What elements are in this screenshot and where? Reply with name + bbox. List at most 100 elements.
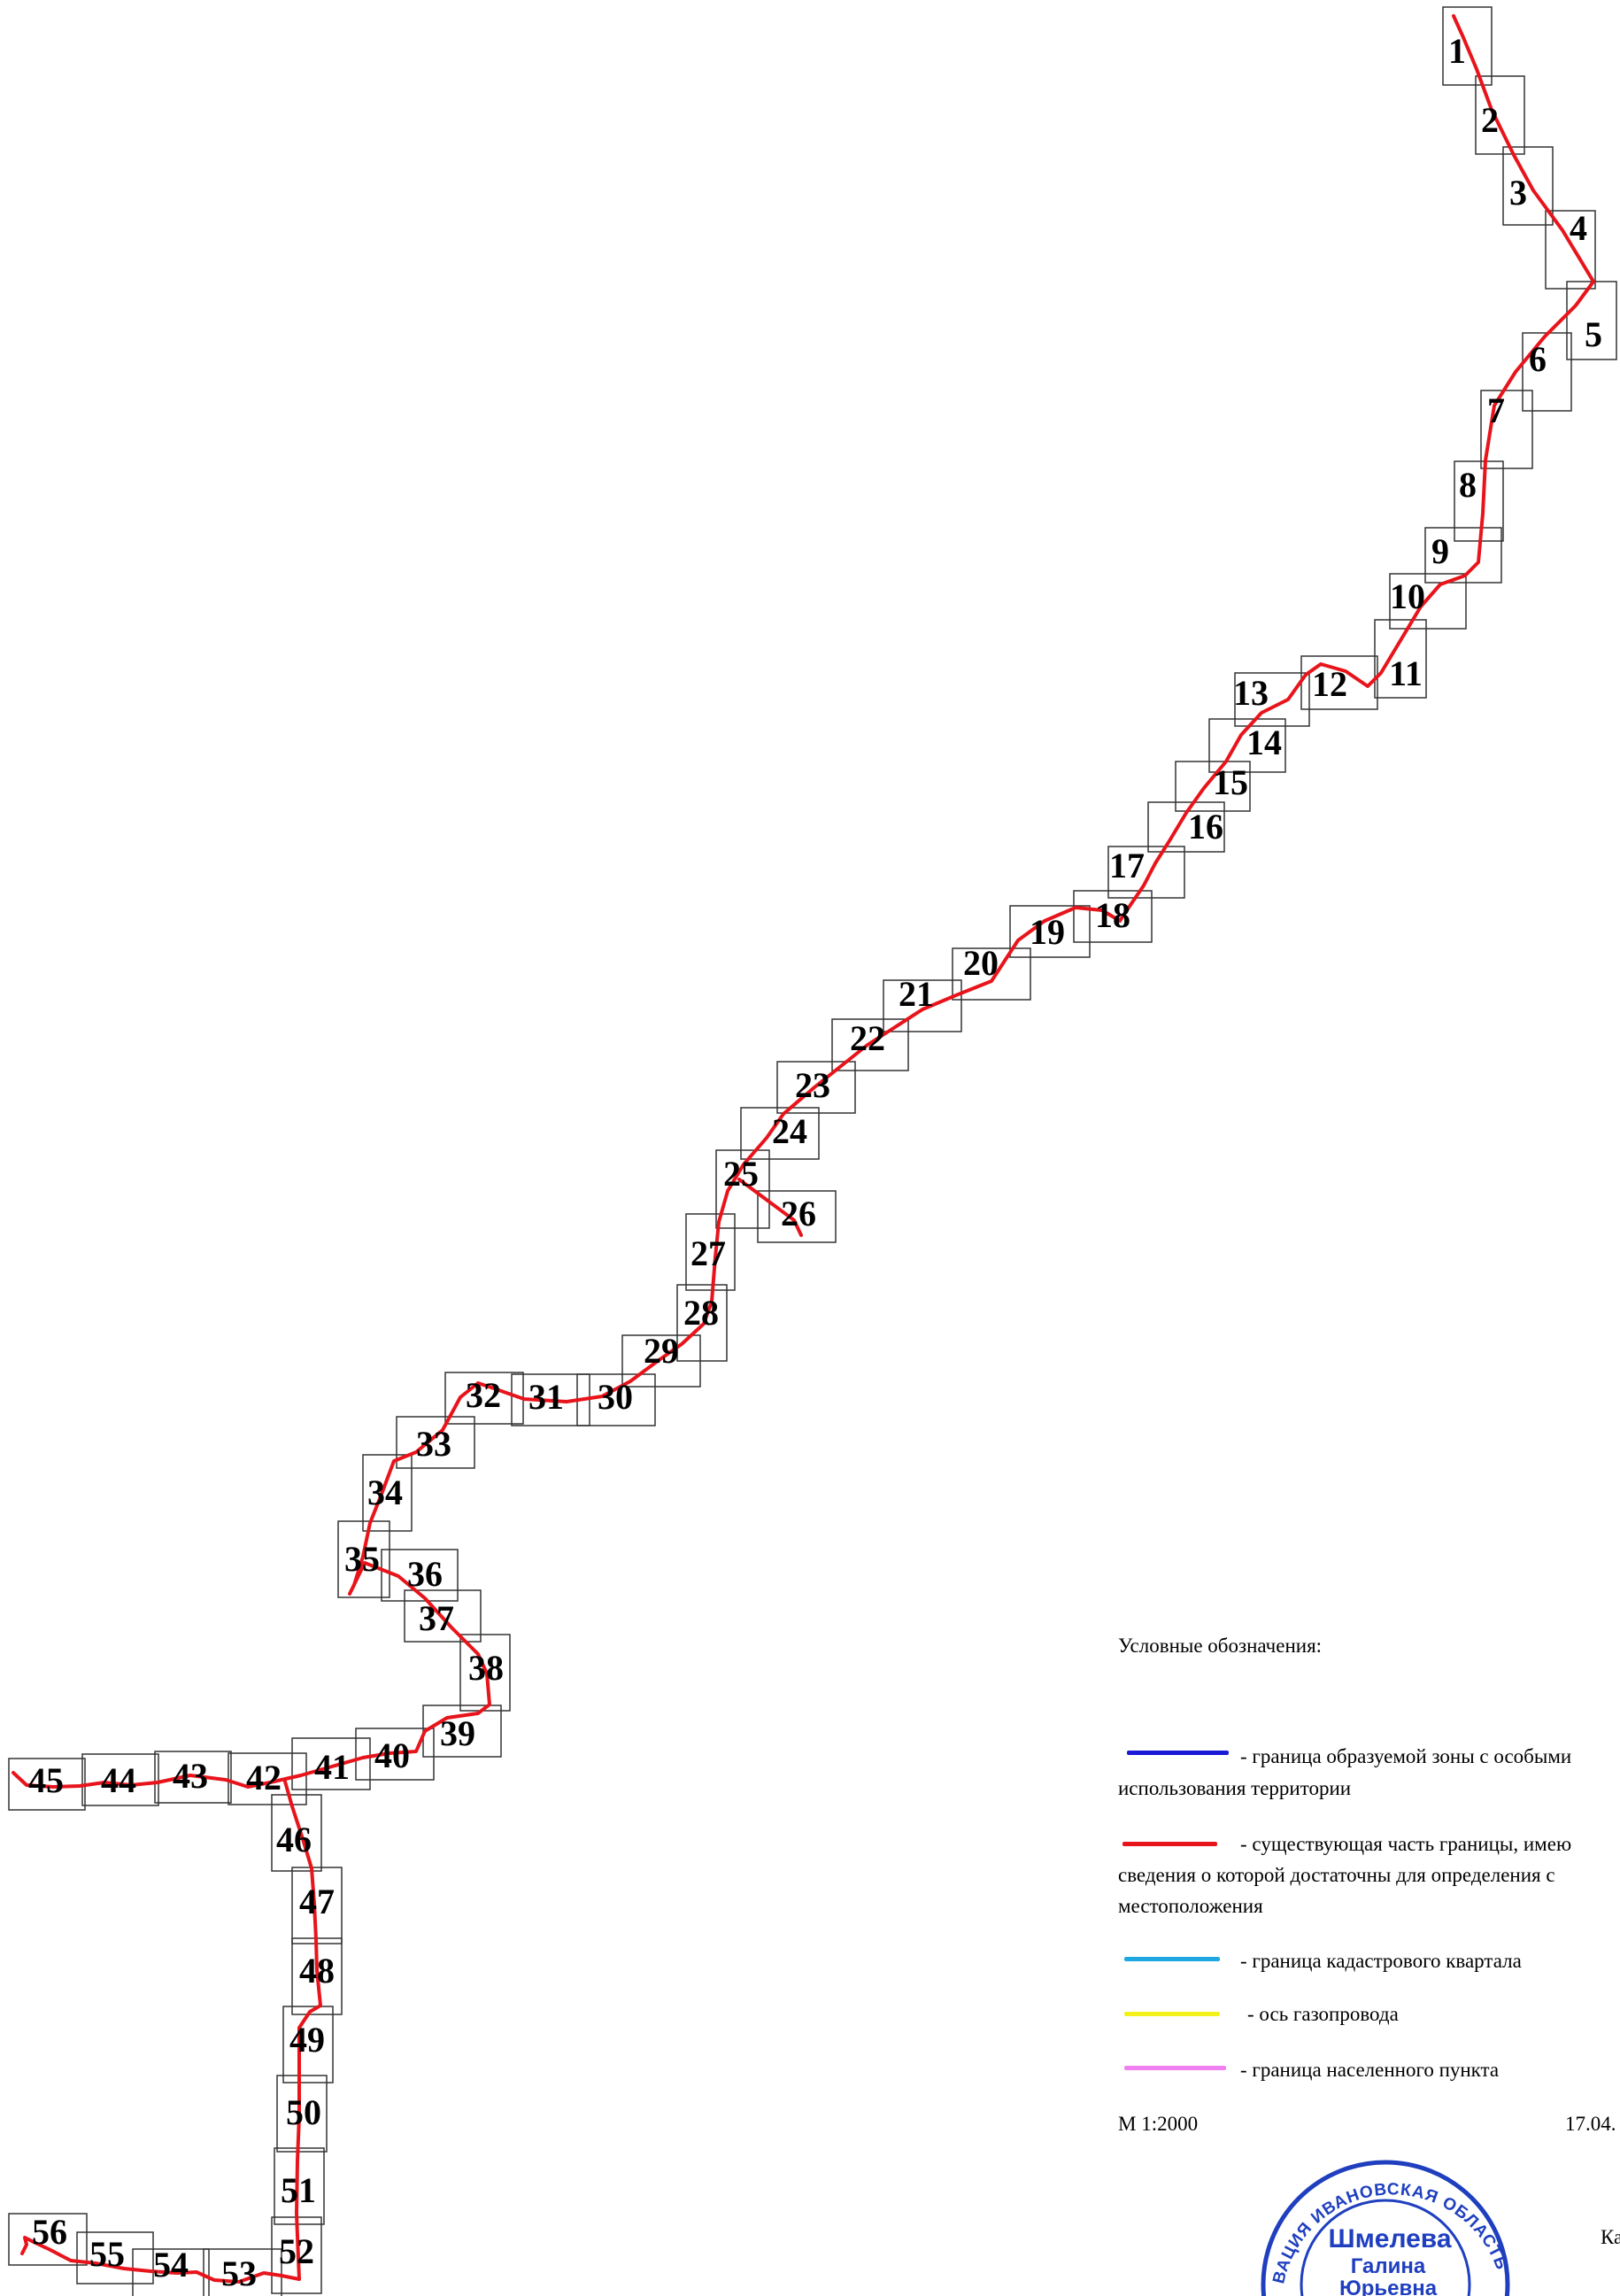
seal-name: Галина <box>1351 2254 1426 2278</box>
point-label-33: 33 <box>416 1424 451 1464</box>
point-label-44: 44 <box>101 1760 136 1800</box>
official-seal: ВАЦИЯ ИВАНОВСКАЯ ОБЛАСТЬ г.ИВАНОВО ЖЕНЕР… <box>1230 2152 1510 2296</box>
point-label-29: 29 <box>644 1331 679 1371</box>
point-label-36: 36 <box>407 1554 443 1594</box>
label-box-23 <box>776 1061 856 1114</box>
point-label-50: 50 <box>286 2092 321 2132</box>
point-label-7: 7 <box>1487 390 1505 430</box>
route-line-south <box>20 1780 322 2284</box>
point-label-2: 2 <box>1481 100 1499 140</box>
point-label-18: 18 <box>1095 895 1130 935</box>
point-label-42: 42 <box>246 1758 282 1797</box>
route-line <box>12 14 1595 1789</box>
label-box-26 <box>757 1190 837 1243</box>
point-label-11: 11 <box>1389 653 1423 693</box>
point-label-46: 46 <box>276 1820 312 1859</box>
point-label-31: 31 <box>528 1377 564 1417</box>
point-label-43: 43 <box>173 1756 208 1796</box>
label-box-44 <box>81 1753 159 1806</box>
point-label-5: 5 <box>1585 314 1602 354</box>
label-box-33 <box>396 1416 475 1469</box>
label-box-15 <box>1175 761 1251 812</box>
point-label-9: 9 <box>1431 531 1449 571</box>
point-label-34: 34 <box>367 1473 403 1512</box>
point-label-26: 26 <box>781 1194 816 1233</box>
label-box-41 <box>291 1737 371 1790</box>
label-box-7 <box>1480 390 1533 469</box>
point-label-28: 28 <box>683 1293 719 1333</box>
label-box-20 <box>952 947 1031 1001</box>
point-label-20: 20 <box>963 943 999 983</box>
seal-surname: Шмелева <box>1328 2224 1451 2253</box>
label-box-16 <box>1147 801 1225 853</box>
point-label-6: 6 <box>1529 339 1547 379</box>
label-box-36 <box>381 1549 459 1602</box>
point-label-15: 15 <box>1213 762 1248 802</box>
point-label-3: 3 <box>1509 173 1527 213</box>
point-label-4: 4 <box>1570 208 1587 248</box>
label-box-35 <box>337 1520 390 1598</box>
label-box-55 <box>76 2231 154 2284</box>
point-label-10: 10 <box>1390 576 1425 616</box>
label-box-54 <box>132 2248 210 2296</box>
point-label-16: 16 <box>1188 807 1223 847</box>
point-label-49: 49 <box>289 2020 325 2060</box>
point-label-32: 32 <box>466 1375 501 1415</box>
label-box-40 <box>355 1728 435 1781</box>
label-box-38 <box>459 1634 511 1712</box>
label-box-25 <box>715 1149 770 1229</box>
point-label-27: 27 <box>690 1233 726 1273</box>
label-box-24 <box>740 1107 820 1160</box>
route-branch-26 <box>737 1178 803 1237</box>
point-label-39: 39 <box>440 1713 475 1753</box>
label-box-28 <box>676 1284 728 1362</box>
point-label-48: 48 <box>299 1951 335 1991</box>
point-labels: 1234567891011121314151617181920212223242… <box>28 31 1602 2293</box>
point-label-17: 17 <box>1109 846 1145 885</box>
point-label-25: 25 <box>723 1154 759 1194</box>
point-label-30: 30 <box>598 1377 633 1417</box>
seal-patronymic: Юрьевна <box>1339 2277 1438 2296</box>
point-label-54: 54 <box>153 2245 189 2284</box>
point-label-38: 38 <box>468 1648 504 1688</box>
point-label-47: 47 <box>299 1882 335 1921</box>
label-box-14 <box>1208 718 1286 773</box>
label-box-9 <box>1424 527 1502 584</box>
label-box-10 <box>1389 573 1467 630</box>
point-label-14: 14 <box>1246 723 1282 762</box>
label-boxes <box>8 6 1617 2296</box>
label-box-22 <box>831 1018 909 1071</box>
point-label-19: 19 <box>1030 912 1065 952</box>
label-box-1 <box>1442 6 1493 86</box>
point-label-24: 24 <box>772 1111 807 1151</box>
point-label-53: 53 <box>221 2253 257 2293</box>
point-label-56: 56 <box>32 2212 67 2252</box>
label-box-3 <box>1502 146 1554 226</box>
label-box-49 <box>282 2006 334 2083</box>
label-box-43 <box>154 1751 232 1804</box>
point-label-12: 12 <box>1312 664 1347 704</box>
label-box-29 <box>621 1334 701 1388</box>
label-box-34 <box>362 1454 413 1532</box>
label-box-21 <box>883 979 962 1032</box>
label-box-19 <box>1009 905 1091 958</box>
label-box-11 <box>1374 619 1427 699</box>
point-label-52: 52 <box>279 2231 314 2271</box>
point-label-40: 40 <box>374 1736 410 1775</box>
label-box-56 <box>8 2213 88 2266</box>
point-label-23: 23 <box>795 1065 830 1105</box>
point-label-13: 13 <box>1233 673 1269 713</box>
label-box-50 <box>276 2075 328 2153</box>
label-box-4 <box>1545 210 1596 290</box>
point-label-37: 37 <box>419 1598 454 1638</box>
point-label-35: 35 <box>344 1539 380 1579</box>
label-box-18 <box>1073 890 1153 943</box>
point-label-21: 21 <box>899 974 934 1014</box>
label-box-13 <box>1234 672 1310 727</box>
label-box-37 <box>404 1589 482 1643</box>
point-label-41: 41 <box>314 1747 350 1787</box>
point-label-51: 51 <box>281 2170 316 2210</box>
point-label-55: 55 <box>89 2234 125 2274</box>
point-label-8: 8 <box>1459 465 1477 505</box>
